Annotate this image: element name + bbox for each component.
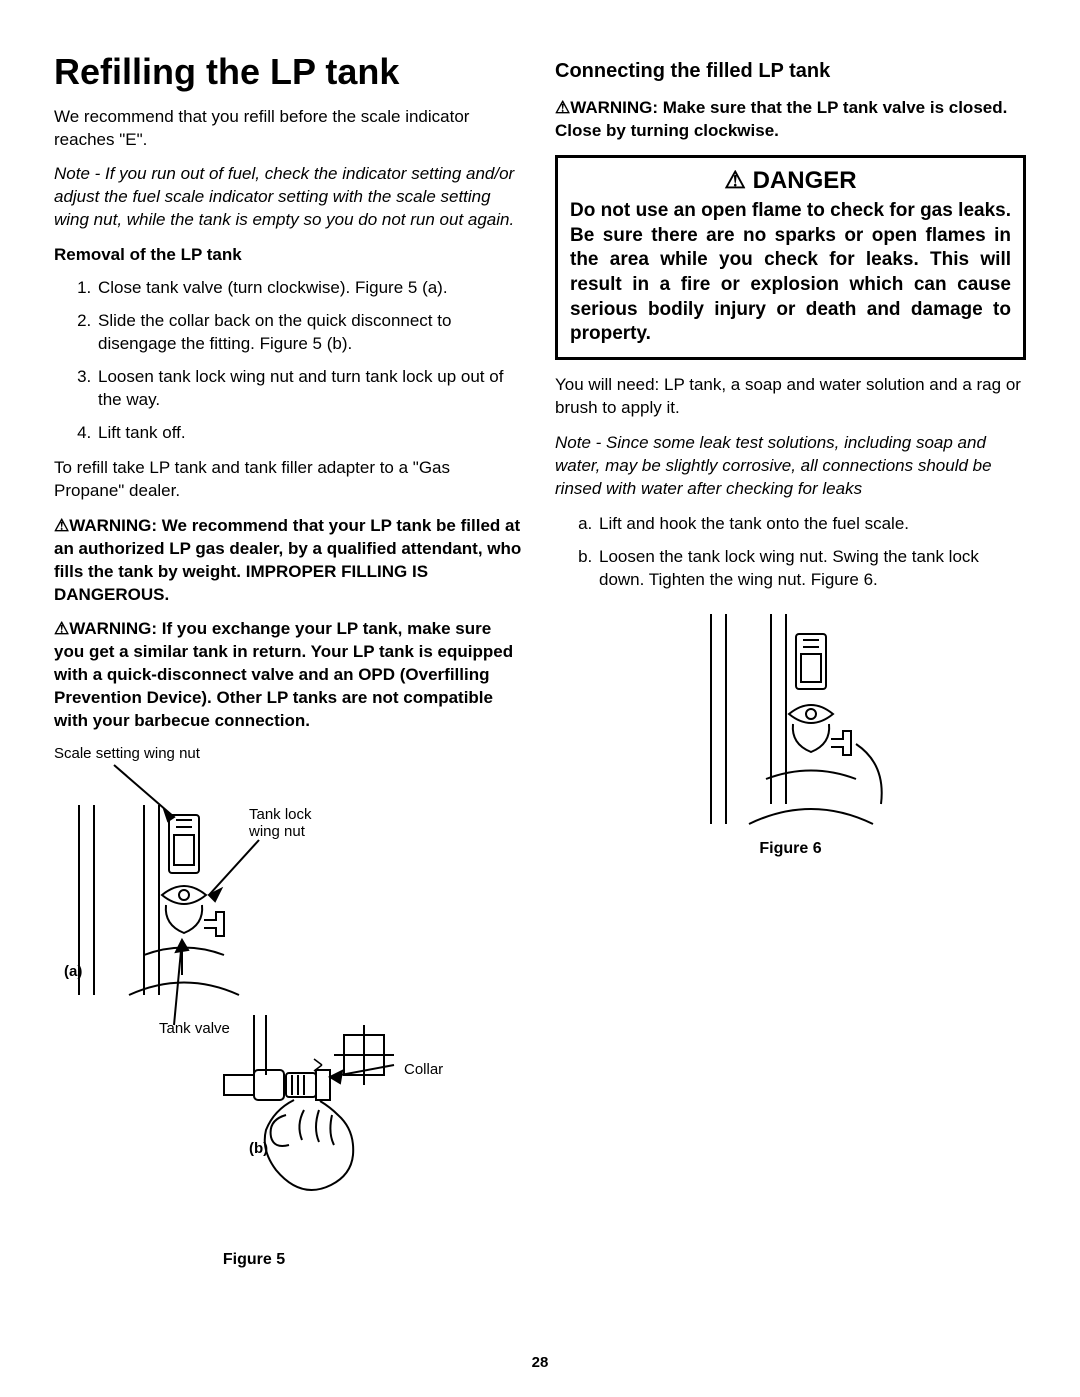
label-line: Tank lock	[249, 806, 312, 823]
figure-6-caption: Figure 6	[555, 840, 1026, 858]
warning-1: ⚠WARNING: We recommend that your LP tank…	[54, 515, 525, 607]
figure-6-svg	[671, 604, 911, 834]
figure-6-diagram	[671, 604, 911, 834]
label-line: wing nut	[249, 823, 305, 840]
page-title: Refilling the LP tank	[54, 52, 525, 92]
danger-title: ⚠ DANGER	[570, 166, 1011, 195]
refill-text: To refill take LP tank and tank filler a…	[54, 457, 525, 503]
list-item: Close tank valve (turn clockwise). Figur…	[96, 277, 525, 300]
connect-steps-list: Lift and hook the tank onto the fuel sca…	[555, 513, 1026, 592]
danger-box: ⚠ DANGER Do not use an open flame to che…	[555, 155, 1026, 360]
label-a: (a)	[64, 963, 82, 980]
right-column: Connecting the filled LP tank ⚠WARNING: …	[555, 52, 1026, 1269]
two-column-layout: Refilling the LP tank We recommend that …	[54, 52, 1026, 1269]
warning-2: ⚠WARNING: If you exchange your LP tank, …	[54, 618, 525, 733]
note-text: Note - If you run out of fuel, check the…	[54, 163, 525, 232]
removal-steps-list: Close tank valve (turn clockwise). Figur…	[54, 277, 525, 445]
you-will-need: You will need: LP tank, a soap and water…	[555, 374, 1026, 420]
label-b: (b)	[249, 1140, 268, 1157]
warning-close-valve: ⚠WARNING: Make sure that the LP tank val…	[555, 97, 1026, 143]
left-column: Refilling the LP tank We recommend that …	[54, 52, 525, 1269]
figure-5-caption: Figure 5	[54, 1251, 454, 1269]
page: Refilling the LP tank We recommend that …	[0, 0, 1080, 1397]
intro-text: We recommend that you refill before the …	[54, 106, 525, 152]
figure-6: Figure 6	[555, 604, 1026, 858]
label-scale-wing-nut: Scale setting wing nut	[54, 745, 200, 762]
label-tank-lock-wing-nut: Tank lock wing nut	[249, 807, 312, 840]
figure-5: Scale setting wing nut	[54, 745, 525, 1269]
page-number: 28	[0, 1354, 1080, 1371]
list-item: Lift and hook the tank onto the fuel sca…	[597, 513, 1026, 536]
list-item: Loosen tank lock wing nut and turn tank …	[96, 366, 525, 412]
figure-5-diagram: Scale setting wing nut	[54, 745, 454, 1245]
connecting-title: Connecting the filled LP tank	[555, 60, 1026, 83]
list-item: Loosen the tank lock wing nut. Swing the…	[597, 546, 1026, 592]
list-item: Slide the collar back on the quick disco…	[96, 310, 525, 356]
list-item: Lift tank off.	[96, 422, 525, 445]
label-collar: Collar	[404, 1061, 443, 1078]
label-tank-valve: Tank valve	[159, 1020, 230, 1037]
leak-note: Note - Since some leak test solutions, i…	[555, 432, 1026, 501]
removal-heading: Removal of the LP tank	[54, 244, 525, 267]
danger-body: Do not use an open flame to check for ga…	[570, 199, 1011, 347]
